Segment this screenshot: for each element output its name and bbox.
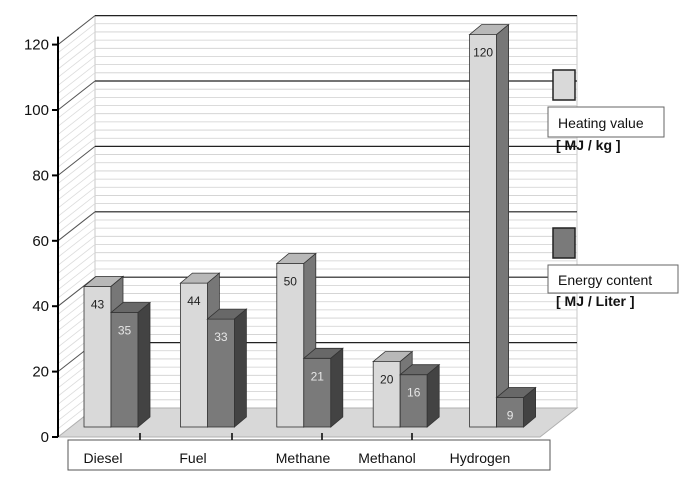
gridline-minor-side [57,72,96,103]
category-axis: Diesel Fuel Methane Methanol Hydrogen [67,433,551,471]
y-tick-label: 0 [41,429,49,446]
bars: 43 35 44 33 50 21 20 16 120 9 [82,23,537,428]
gridline-minor-side [57,178,96,209]
gridline-minor-side [57,105,96,135]
gridline-minor-side [57,39,96,70]
category-label-fuel: Fuel [179,450,206,466]
data-label: 9 [507,409,514,423]
bar-front [399,374,428,428]
gridline-minor-side [57,56,96,86]
gridline-major-side [57,80,96,111]
category-label-box [67,439,551,471]
gridline-minor-side [57,244,96,274]
gridline-minor-side [57,162,96,193]
category-label-diesel: Diesel [84,450,123,466]
gridline-minor-side [57,31,96,62]
legend: Heating value [ MJ / kg ] Energy content [ … [547,69,679,309]
gridline-minor-side [57,64,96,94]
legend-label-heating-value: Heating value [558,115,644,131]
data-label: 50 [284,275,298,289]
bar-side [426,363,440,428]
gridline-minor-side [57,97,96,127]
data-label: 120 [473,46,493,60]
y-tick-label: 60 [32,233,49,250]
gridline-minor-side [57,203,96,233]
gridline-minor-side [57,129,96,160]
data-label: 33 [214,330,228,344]
y-axis [52,36,59,438]
gridline-minor-side [57,137,96,168]
legend-unit-energy-content: [ MJ / Liter ] [556,293,635,309]
y-tick-label: 20 [32,364,49,381]
gridline-minor-side [57,154,96,184]
bar-diesel-energy-content: 35 [109,301,152,428]
bar-hydrogen-heating-value: 120 [468,23,510,428]
legend-swatch-energy-content [552,227,576,259]
gridline-minor-side [57,236,96,266]
gridline-minor-side [57,227,96,258]
gridline-major-side [57,15,96,45]
gridline-minor-side [57,219,96,250]
data-label: 43 [91,297,105,311]
data-label: 20 [380,373,394,387]
gridline-minor-side [57,260,96,291]
category-label-methanol: Methanol [358,450,416,466]
data-label: 44 [187,294,201,308]
data-label: 21 [311,369,325,383]
legend-box-heating-value [547,106,665,138]
bar-front [83,285,112,428]
legend-swatch-heating-value [552,69,576,101]
y-tick-label: 40 [32,298,49,315]
gridline-major-side [57,211,96,242]
data-label: 16 [407,386,421,400]
bar-methane-energy-content: 21 [302,347,344,428]
gridline-major-side [57,146,96,176]
y-tick-label: 100 [24,102,49,119]
gridline-minor-side [57,268,96,299]
bar-side [330,347,344,428]
y-tick-label: 120 [24,37,49,54]
legend-label-energy-content: Energy content [558,272,652,288]
data-label: 35 [118,324,132,338]
gridline-minor-side [57,113,96,144]
gridline-minor-side [57,88,96,119]
gridline-minor-side [57,195,96,225]
y-tick-label: 80 [32,167,49,184]
bar-front [372,361,401,428]
gridline-minor-side [57,252,96,282]
category-label-hydrogen: Hydrogen [450,450,511,466]
bar-front [110,312,139,428]
gridline-minor-side [57,47,96,78]
bar-hydrogen-energy-content: 9 [495,386,537,428]
legend-box-energy-content [547,264,679,294]
legend-unit-heating-value: [ MJ / kg ] [556,137,621,153]
bar-side [137,301,151,428]
gridline-minor-side [57,121,96,152]
gridline-minor-side [57,170,96,201]
bar-side [233,308,247,428]
bar-front [469,34,498,428]
category-label-methane: Methane [276,450,331,466]
gridline-minor-side [57,23,96,54]
gridline-minor-side [57,186,96,217]
bar-fuel-energy-content: 33 [206,308,248,428]
bar-front [496,397,525,428]
bar-side [496,23,510,428]
y-tick-labels: 0 20 40 60 80 100 120 [24,37,49,446]
bar-methanol-energy-content: 16 [399,363,441,428]
bar-side [523,386,536,428]
